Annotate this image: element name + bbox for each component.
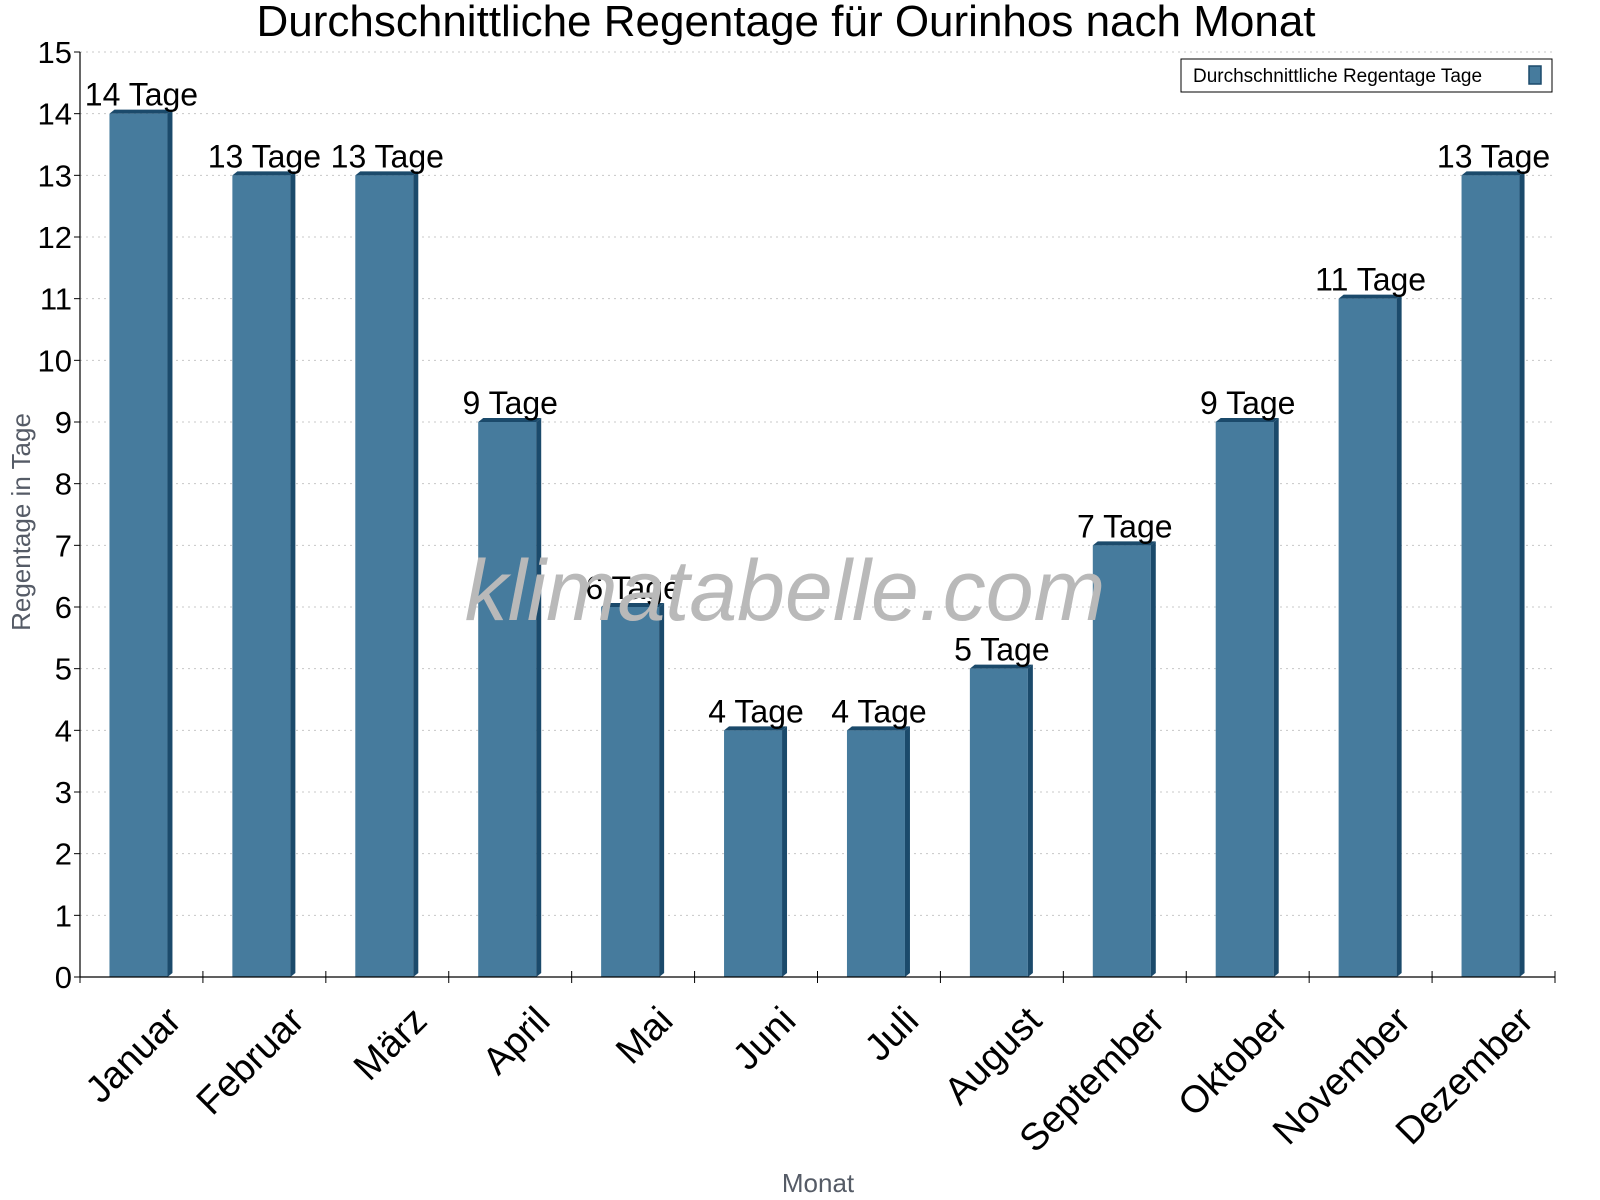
bar xyxy=(355,171,419,978)
bar xyxy=(1215,418,1279,977)
bar-side xyxy=(1273,418,1279,977)
bar-side xyxy=(1150,541,1156,977)
y-tick-label: 7 xyxy=(55,528,72,563)
y-tick-label: 10 xyxy=(38,343,72,378)
bar-data-label: 4 Tage xyxy=(708,693,804,729)
y-tick-label: 3 xyxy=(55,775,72,810)
bar-data-label: 9 Tage xyxy=(1200,385,1296,421)
bar-side xyxy=(659,603,665,977)
y-tick-label: 4 xyxy=(55,713,72,748)
bar-data-label: 13 Tage xyxy=(208,138,321,174)
bar-face xyxy=(1338,298,1397,978)
x-tick-label: Oktober xyxy=(1171,999,1297,1125)
bar-top xyxy=(601,603,665,607)
bar xyxy=(969,664,1033,977)
x-tick-label: April xyxy=(475,999,558,1082)
bar xyxy=(232,171,296,978)
y-tick-label: 12 xyxy=(38,220,72,255)
bar-data-label: 13 Tage xyxy=(1437,138,1550,174)
bar xyxy=(109,109,173,977)
y-axis-title: Regentage in Tage xyxy=(6,413,36,631)
bar-top xyxy=(1092,541,1156,546)
x-tick-label: Februar xyxy=(189,999,313,1123)
watermark: klimatabelle.com xyxy=(465,543,1105,639)
x-axis-ticks: Januar Februar März April Mai Juni Juli AugustS… xyxy=(78,971,1556,1161)
bar-data-label: 7 Tage xyxy=(1077,508,1173,544)
bar xyxy=(1461,171,1525,978)
legend: Durchschnittliche Regentage Tage xyxy=(1180,58,1553,93)
bar-face xyxy=(1215,422,1274,977)
bar-side xyxy=(1027,664,1033,977)
bar-data-label: 5 Tage xyxy=(954,632,1050,668)
bar xyxy=(478,418,542,977)
bar-face xyxy=(969,668,1028,977)
bar-face xyxy=(601,607,660,977)
y-tick-label: 5 xyxy=(55,652,72,687)
bar xyxy=(1092,541,1156,977)
bar-top xyxy=(1215,418,1279,422)
bar-data-label: 6 Tage xyxy=(585,570,681,606)
y-tick-label: 8 xyxy=(55,467,72,502)
bar-top xyxy=(969,664,1033,669)
bars: 14 Tage 13 Tage 13 Tage 9 Tage 6 Tage 4 Tage 4… xyxy=(85,77,1550,978)
bar-top xyxy=(232,171,296,176)
chart-title: Durchschnittliche Regentage für Ourinhos… xyxy=(256,0,1315,46)
bar-data-label: 4 Tage xyxy=(831,693,927,729)
axes xyxy=(79,52,1555,978)
bar-face xyxy=(846,730,905,977)
y-tick-label: 15 xyxy=(38,35,72,70)
bar xyxy=(1338,294,1402,978)
legend-label: Durchschnittliche Regentage Tage xyxy=(1193,66,1482,87)
legend-box xyxy=(1180,58,1553,93)
bar-side xyxy=(1519,171,1525,978)
bar-top xyxy=(846,726,910,731)
bar-side xyxy=(413,171,419,978)
bar-face xyxy=(724,730,783,977)
x-tick-label: Juli xyxy=(857,999,927,1069)
y-tick-label: 13 xyxy=(38,158,72,193)
bar-side xyxy=(167,109,173,977)
bar-side xyxy=(1396,294,1402,978)
bar xyxy=(601,603,665,977)
y-tick-label: 14 xyxy=(38,97,72,132)
bar-face xyxy=(478,422,537,977)
bar xyxy=(724,726,788,977)
x-tick-label: Januar xyxy=(78,999,190,1111)
bar-top xyxy=(724,726,788,731)
bar-face xyxy=(109,113,168,977)
bar-top xyxy=(478,418,542,422)
bar-face xyxy=(232,175,291,978)
y-tick-label: 11 xyxy=(40,282,72,317)
bar-side xyxy=(290,171,296,978)
gridlines xyxy=(80,51,1555,916)
x-tick-label: Mai xyxy=(608,999,681,1072)
x-tick-label: Juni xyxy=(725,999,804,1078)
y-tick-label: 9 xyxy=(55,405,72,440)
bar-top xyxy=(109,109,173,114)
bar-data-label: 11 Tage xyxy=(1315,262,1426,298)
bar-data-label: 13 Tage xyxy=(331,138,444,174)
y-tick-label: 0 xyxy=(55,960,72,995)
x-axis-title: Monat xyxy=(782,1168,855,1198)
x-tick-label: August xyxy=(937,999,1051,1113)
y-tick-label: 2 xyxy=(55,837,72,872)
bar-side xyxy=(782,726,788,977)
bar-side xyxy=(904,726,910,977)
bar-data-label: 14 Tage xyxy=(85,77,198,113)
bar-face xyxy=(1461,175,1520,978)
bar-side xyxy=(536,418,542,977)
bar-data-label: 9 Tage xyxy=(462,385,558,421)
bar-top xyxy=(1338,294,1402,299)
bar-face xyxy=(1092,545,1151,977)
y-tick-label: 1 xyxy=(55,898,72,933)
x-tick-label: März xyxy=(346,999,435,1088)
bar-top xyxy=(355,171,419,176)
bar-top xyxy=(1461,171,1525,176)
legend-swatch xyxy=(1528,65,1542,85)
bar-face xyxy=(355,175,414,978)
bar xyxy=(846,726,910,977)
y-tick-label: 6 xyxy=(55,590,72,625)
